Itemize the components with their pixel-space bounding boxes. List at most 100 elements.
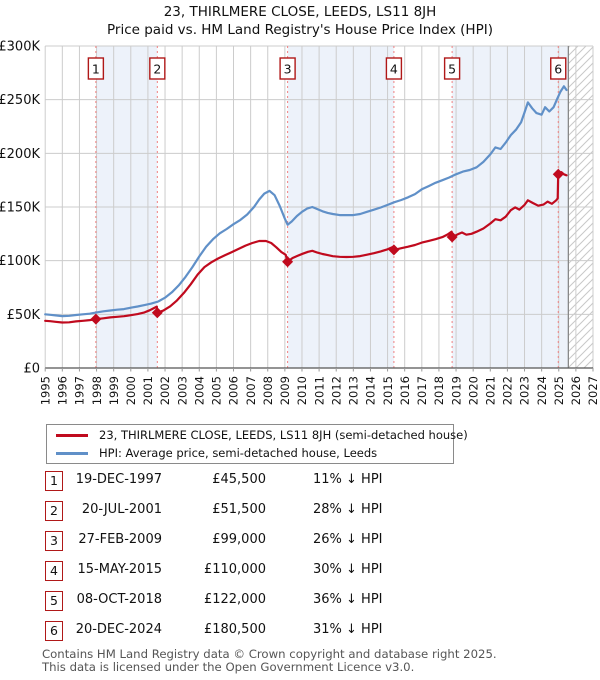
x-axis-label: 1998 — [90, 376, 104, 405]
sale-point-marker — [446, 231, 458, 243]
sale-point-marker — [151, 307, 163, 319]
table-row: 2 20-JUL-2001 £51,500 28% ↓ HPI — [0, 499, 600, 529]
license-footer: Contains HM Land Registry data © Crown c… — [42, 647, 582, 675]
x-axis-label: 2002 — [158, 376, 172, 405]
sale-price: £51,500 — [212, 502, 266, 517]
table-row: 3 27-FEB-2009 £99,000 26% ↓ HPI — [0, 529, 600, 559]
sale-price: £180,500 — [203, 622, 266, 637]
x-axis-label: 2027 — [586, 376, 600, 405]
sale-vs-hpi: 26% ↓ HPI — [313, 532, 383, 547]
sale-number-label: 2 — [153, 62, 161, 77]
sale-number-badge: 5 — [45, 591, 63, 611]
y-axis-label: £300K — [0, 40, 40, 55]
x-axis-label: 2016 — [398, 376, 412, 405]
x-axis-label: 2009 — [278, 376, 292, 405]
x-axis-label: 2000 — [124, 376, 138, 405]
y-axis-label: £0 — [23, 362, 40, 377]
sale-vs-hpi: 30% ↓ HPI — [313, 562, 383, 577]
sale-vs-hpi: 36% ↓ HPI — [313, 592, 383, 607]
sale-price: £99,000 — [212, 532, 266, 547]
table-row: 1 19-DEC-1997 £45,500 11% ↓ HPI — [0, 469, 600, 499]
y-axis-label: £250K — [0, 93, 40, 108]
footer-line-1: Contains HM Land Registry data © Crown c… — [42, 647, 497, 661]
sale-date: 20-JUL-2001 — [81, 502, 162, 517]
sale-price: £110,000 — [203, 562, 266, 577]
sale-number-label: 1 — [92, 62, 100, 77]
sale-number-box — [87, 57, 105, 80]
y-axis-label: £150K — [0, 201, 40, 216]
sale-number-badge: 6 — [45, 621, 63, 641]
x-axis-label: 2025 — [552, 376, 566, 405]
x-axis-label: 2013 — [347, 376, 361, 405]
page-title: 23, THIRLMERE CLOSE, LEEDS, LS11 8JH — [163, 4, 437, 20]
legend-line-swatch — [56, 451, 88, 455]
table-row: 4 15-MAY-2015 £110,000 30% ↓ HPI — [0, 559, 600, 589]
sale-date: 15-MAY-2015 — [77, 562, 162, 577]
table-row: 5 08-OCT-2018 £122,000 36% ↓ HPI — [0, 589, 600, 619]
x-axis-label: 2008 — [261, 376, 275, 405]
sale-number-box — [149, 57, 166, 80]
legend-item: HPI: Average price, semi-detached house,… — [47, 446, 453, 461]
x-axis-label: 2019 — [449, 376, 463, 405]
legend-line-swatch — [56, 433, 88, 437]
sale-vs-hpi: 28% ↓ HPI — [313, 502, 383, 517]
sale-point-marker — [552, 168, 564, 180]
table-row: 6 20-DEC-2024 £180,500 31% ↓ HPI — [0, 619, 600, 649]
x-axis-label: 2011 — [312, 376, 326, 405]
x-axis-label: 2006 — [227, 376, 241, 405]
sale-number-badge: 1 — [45, 471, 63, 491]
x-axis-label: 1995 — [38, 376, 52, 405]
sale-point-marker — [90, 313, 102, 325]
sale-number-label: 5 — [448, 62, 456, 77]
x-axis-label: 2018 — [432, 376, 446, 405]
x-axis-label: 2003 — [175, 376, 189, 405]
x-axis-label: 2022 — [501, 376, 515, 405]
sale-number-box — [279, 57, 296, 80]
sale-price: £122,000 — [203, 592, 266, 607]
x-axis-label: 2021 — [483, 376, 497, 405]
page-subtitle: Price paid vs. HM Land Registry's House … — [107, 22, 493, 38]
x-axis-label: 2014 — [364, 376, 378, 405]
series-line — [44, 171, 568, 324]
legend-item: 23, THIRLMERE CLOSE, LEEDS, LS11 8JH (se… — [47, 428, 468, 443]
sale-number-label: 4 — [390, 62, 398, 77]
x-axis-label: 1999 — [107, 376, 121, 405]
x-axis-label: 2026 — [569, 376, 583, 405]
y-axis-label: £100K — [0, 254, 40, 269]
legend-label: HPI: Average price, semi-detached house,… — [99, 446, 378, 460]
x-axis-label: 2010 — [295, 376, 309, 405]
sale-number-badge: 3 — [45, 531, 63, 551]
sale-date: 19-DEC-1997 — [75, 472, 162, 487]
sale-number-badge: 2 — [45, 501, 63, 521]
sales-table: 1 19-DEC-1997 £45,500 11% ↓ HPI 2 20-JUL-2001… — [0, 469, 600, 649]
x-axis-label: 2023 — [518, 376, 532, 405]
sale-point-marker — [388, 244, 400, 256]
x-axis-label: 2001 — [141, 376, 155, 405]
x-axis-label: 2024 — [535, 376, 549, 405]
x-axis-label: 1996 — [56, 376, 70, 405]
price-chart: 1 2 3 4 5 6 £0 £50K £100K £150K £200K £250K £300K 199… — [0, 40, 600, 405]
sale-number-box — [443, 57, 461, 80]
sale-vs-hpi: 31% ↓ HPI — [313, 622, 383, 637]
x-axis-label: 1997 — [73, 376, 87, 405]
sale-vs-hpi: 11% ↓ HPI — [313, 472, 383, 487]
sale-date: 20-DEC-2024 — [75, 622, 162, 637]
sale-number-box — [385, 57, 403, 80]
x-axis-label: 2005 — [210, 376, 224, 405]
x-axis-label: 2020 — [466, 376, 480, 405]
sale-point-marker — [282, 256, 294, 268]
x-axis-label: 2004 — [192, 376, 206, 405]
series-line — [44, 85, 568, 318]
sale-number-label: 3 — [284, 62, 292, 77]
x-axis-label: 2017 — [415, 376, 429, 405]
x-axis-label: 2012 — [329, 376, 343, 405]
sale-number-box — [550, 57, 567, 80]
sale-number-badge: 4 — [45, 561, 63, 581]
sale-number-label: 6 — [554, 62, 562, 77]
footer-line-2: This data is licensed under the Open Gov… — [42, 660, 415, 675]
chart-legend: 23, THIRLMERE CLOSE, LEEDS, LS11 8JH (se… — [46, 424, 468, 464]
sale-date: 27-FEB-2009 — [78, 532, 162, 547]
sale-price: £45,500 — [212, 472, 266, 487]
y-axis-label: £200K — [0, 147, 40, 162]
